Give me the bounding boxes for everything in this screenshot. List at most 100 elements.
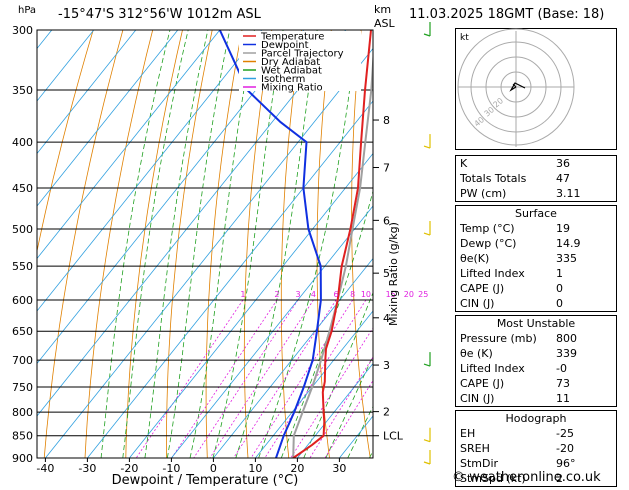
- wind-barb: [423, 22, 431, 37]
- x-tick-label: 10: [248, 462, 262, 475]
- wind-barb-flag: [423, 33, 431, 37]
- x-tick-label: 0: [210, 462, 217, 475]
- pressure-tick-label: 700: [12, 354, 33, 367]
- stat-row: PW (cm) 3.11: [460, 187, 581, 200]
- temperature-line: [292, 30, 372, 458]
- dry-adiabat: [280, 30, 302, 458]
- x-tick-label: 20: [290, 462, 304, 475]
- mixing-ratio-label: 25: [418, 290, 428, 299]
- stat-row: CAPE (J) 73: [460, 377, 570, 390]
- stat-row: Totals Totals 47: [460, 172, 570, 185]
- stat-row: Temp (°C) 19: [460, 222, 570, 235]
- wet-adiabat: [166, 30, 231, 458]
- legend-label: Parcel Trajectory: [261, 49, 344, 60]
- mixing-ratio-label: 10: [361, 290, 371, 299]
- mixing-ratio-label: 1: [240, 290, 245, 299]
- km-tick-label: 7: [383, 162, 390, 175]
- stat-row: CIN (J) 11: [460, 392, 570, 405]
- x-tick-label: -40: [36, 462, 54, 475]
- mixing-ratio-line: [324, 379, 373, 458]
- hodograph-frame: [455, 28, 617, 150]
- hodograph-chart: kt 40 30 20: [455, 28, 617, 150]
- pressure-unit-label: hPa: [18, 5, 37, 16]
- wind-barb: [423, 134, 431, 149]
- stat-row: CIN (J) 0: [460, 297, 563, 310]
- dry-adiabat: [418, 30, 450, 458]
- wet-adiabat: [369, 450, 373, 458]
- x-axis-label: Dewpoint / Temperature (°C): [112, 473, 299, 486]
- legend-label: Isotherm: [261, 74, 305, 85]
- x-tick-label: 30: [332, 462, 346, 475]
- wind-barb: [423, 427, 431, 443]
- mixing-ratio-label: 2: [274, 290, 279, 299]
- isotherm: [0, 30, 10, 458]
- stat-row: Lifted Index 1: [460, 267, 563, 280]
- km-tick-label: 6: [383, 214, 390, 227]
- dry-adiabat: [166, 30, 213, 458]
- legend-background: [239, 31, 361, 91]
- dry-adiabat: [125, 30, 183, 458]
- parcel-trajectory-line: [292, 48, 373, 458]
- mixing-ratio-axis-label: Mixing Ratio (g/kg): [387, 222, 400, 326]
- surface-box: Surface Temp (°C) 19 Dewp (°C) 14.9 θe(K) 3…: [455, 205, 617, 312]
- dry-adiabat: [351, 30, 371, 458]
- wet-adiabat: [144, 30, 209, 458]
- isotherm: [255, 310, 373, 458]
- stat-row: StmDir 96°: [460, 457, 576, 470]
- pressure-tick-label: 900: [12, 452, 33, 465]
- km-tick-label: 4: [383, 312, 390, 325]
- wind-barb: [423, 221, 431, 236]
- stat-row: Dewp (°C) 14.9: [460, 237, 581, 250]
- isotherm: [37, 30, 179, 207]
- mixing-ratio-label: 8: [350, 290, 355, 299]
- pressure-tick-label: 600: [12, 294, 33, 307]
- isotherm: [37, 30, 305, 365]
- stat-row: Pressure (mb) 800: [460, 332, 577, 345]
- stat-row: CAPE (J) 0: [460, 282, 563, 295]
- mixing-ratio-label: 4: [311, 290, 316, 299]
- skew-t-chart: 1 2 3 4 6 8 10 15 20 2530035040045050055060065070…: [0, 22, 450, 486]
- km-tick-label: 3: [383, 359, 390, 372]
- datetime-title: 11.03.2025 18GMT (Base: 18): [409, 7, 605, 22]
- mixing-ratio-line: [250, 299, 354, 458]
- sounding-stats: K 36 Totals Totals 47 PW (cm) 3.11 Surface …: [455, 155, 617, 490]
- wind-barb-flag: [423, 439, 431, 443]
- hodograph-title: Hodograph: [505, 412, 567, 425]
- stat-row: EH -25: [460, 427, 574, 440]
- plot-area: [0, 30, 450, 458]
- hodograph-stats-box: Hodograph EH -25 SREH -20 StmDir 96° StmSpd…: [455, 410, 617, 487]
- mixing-ratio-line: [209, 299, 314, 458]
- mixing-ratio-line: [171, 299, 278, 458]
- unstable-title: Most Unstable: [496, 317, 576, 330]
- dry-adiabat: [316, 30, 332, 458]
- mixing-ratio-label: 3: [295, 290, 300, 299]
- km-tick-label: 2: [383, 406, 390, 419]
- dry-adiabat: [43, 30, 124, 458]
- mixing-ratio-label: 6: [334, 290, 339, 299]
- wet-adiabat: [100, 30, 171, 458]
- km-tick-label: 8: [383, 114, 390, 127]
- isotherm: [297, 362, 373, 458]
- mixing-ratio-line: [135, 299, 244, 458]
- dry-adiabat: [449, 30, 450, 458]
- pressure-tick-label: 400: [12, 136, 33, 149]
- isotherm: [37, 30, 221, 260]
- dry-adiabat: [243, 30, 273, 458]
- stat-row: SREH -20: [460, 442, 574, 455]
- x-tick-label: -30: [78, 462, 96, 475]
- pressure-tick-label: 450: [12, 182, 33, 195]
- copyright-footer: © weatheronline.co.uk: [452, 470, 601, 485]
- wind-barb-flag: [423, 363, 431, 367]
- km-tick-label: LCL: [383, 430, 404, 443]
- legend-label: Wet Adiabat: [261, 66, 322, 77]
- asl-unit-label: ASL: [374, 17, 395, 30]
- hodograph-storm-motion: [512, 83, 517, 88]
- location-title: -15°47'S 312°56'W 1012m ASL: [58, 7, 261, 22]
- unstable-box: Most Unstable Pressure (mb) 800 θe (K) 339…: [455, 315, 617, 407]
- legend-label: Temperature: [260, 32, 324, 43]
- isotherm: [171, 205, 373, 458]
- pressure-tick-label: 550: [12, 260, 33, 273]
- km-unit-label: km: [374, 3, 392, 16]
- hodograph-unit-label: kt: [460, 33, 469, 43]
- x-tick-label: -10: [162, 462, 180, 475]
